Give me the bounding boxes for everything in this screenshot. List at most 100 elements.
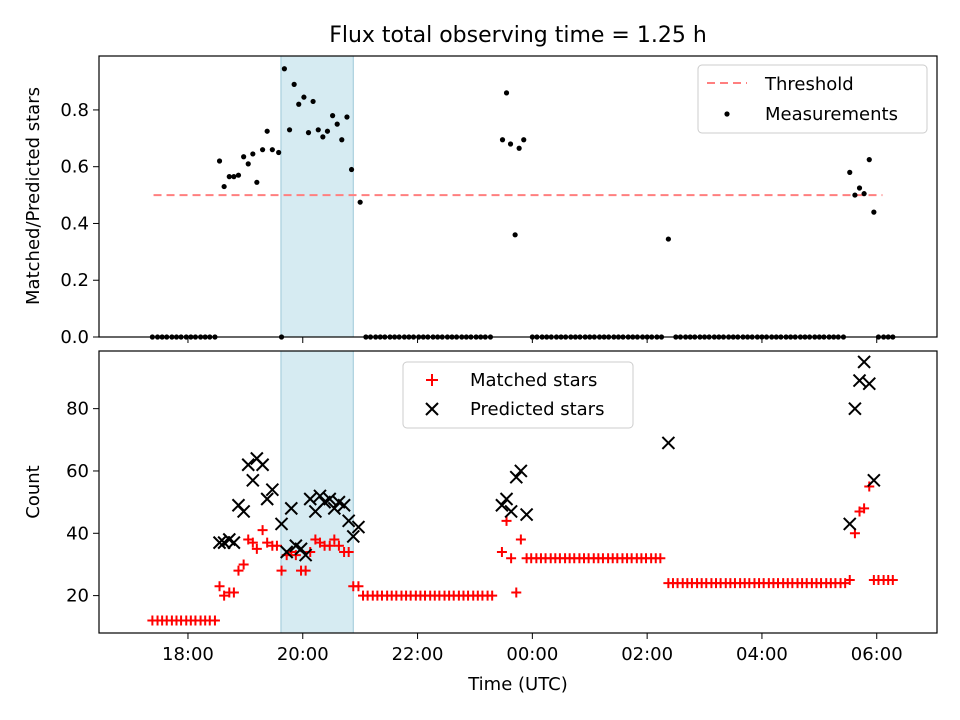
- matched-star-marker: [262, 537, 273, 548]
- matched-star-marker: [511, 587, 522, 598]
- ratio-legend: Threshold Measurements: [697, 64, 928, 134]
- matched-star-marker: [887, 575, 898, 586]
- legend-threshold-label: Threshold: [764, 74, 854, 95]
- matched-star-marker: [324, 540, 335, 551]
- measurement-point: [269, 147, 275, 153]
- predicted-star-marker: [857, 355, 871, 369]
- predicted-star-marker: [279, 545, 294, 559]
- predicted-star-marker: [848, 401, 862, 416]
- measurement-point: [507, 141, 514, 147]
- measurement-point: [216, 158, 223, 164]
- time-x-tick-label: 00:00: [506, 644, 558, 665]
- matched-star-marker: [329, 534, 340, 545]
- measurement-point: [861, 191, 867, 197]
- matched-star-marker: [343, 546, 354, 557]
- measurement-point: [357, 199, 363, 205]
- matched-star-marker: [271, 540, 282, 551]
- matched-star-marker: [276, 565, 287, 576]
- ratio-y-tick-label: 0.6: [60, 157, 89, 178]
- measurement-point: [324, 128, 331, 134]
- measurement-point: [871, 209, 877, 215]
- ratio-y-tick-label: 0.0: [60, 327, 89, 348]
- measurement-point: [339, 137, 345, 143]
- matched-star-marker: [238, 559, 249, 570]
- legend-measurement-swatch: [724, 111, 730, 117]
- predicted-star-marker: [241, 458, 255, 472]
- measurement-point: [348, 166, 355, 173]
- predicted-star-marker: [227, 535, 241, 550]
- matched-star-marker: [247, 537, 258, 548]
- count-y-tick-label: 60: [66, 461, 89, 482]
- legend-predicted-label: Predicted stars: [470, 399, 604, 420]
- measurement-point: [276, 149, 282, 156]
- measurement-point: [291, 81, 297, 87]
- predicted-star-marker: [341, 514, 356, 528]
- predicted-star-marker: [661, 436, 676, 450]
- measurement-point: [847, 169, 853, 175]
- measurement-point: [221, 183, 227, 190]
- matched-star-marker: [844, 575, 855, 586]
- measurement-point: [334, 121, 340, 127]
- predicted-star-marker: [852, 373, 867, 388]
- measurement-point: [852, 192, 858, 198]
- time-x-tick-label: 06:00: [851, 644, 903, 665]
- measurement-point: [856, 185, 863, 191]
- ratio-y-axis: 0.0 0.2 0.4 0.6 0.8: [60, 100, 99, 348]
- matched-star-marker: [655, 553, 666, 564]
- predicted-star-marker: [346, 529, 360, 544]
- matched-star-marker: [501, 515, 512, 526]
- matched-star-marker: [228, 587, 239, 598]
- time-x-tick-label: 04:00: [736, 644, 788, 665]
- predicted-star-marker: [236, 504, 251, 519]
- count-y-label: Count: [23, 465, 44, 518]
- matched-star-marker: [300, 565, 311, 576]
- predicted-star-marker: [337, 498, 351, 512]
- predicted-star-marker: [323, 492, 337, 506]
- matched-star-marker: [233, 565, 244, 576]
- ratio-x-ticks: [187, 337, 878, 343]
- predicted-star-markers: [212, 355, 881, 562]
- count-panel-frame: [98, 350, 938, 634]
- predicted-star-marker: [327, 501, 342, 516]
- predicted-star-marker: [212, 535, 227, 550]
- time-x-axis: 18:00 20:00 22:00 00:00 02:00 04:00 06:00: [162, 633, 903, 665]
- measurement-point: [301, 94, 307, 100]
- predicted-star-marker: [284, 501, 298, 516]
- predicted-star-marker: [274, 517, 289, 531]
- matched-star-marker: [209, 615, 220, 626]
- chart-title: Flux total observing time = 1.25 h: [329, 23, 707, 48]
- measurement-point: [866, 157, 872, 163]
- count-y-tick-label: 80: [66, 399, 89, 420]
- time-x-tick-label: 02:00: [621, 644, 673, 665]
- ratio-legend-box: [697, 64, 928, 134]
- predicted-star-marker: [351, 520, 366, 534]
- matched-star-marker: [353, 581, 364, 592]
- measurement-point: [512, 232, 518, 238]
- time-x-tick-label: 18:00: [162, 644, 214, 665]
- measurement-point: [235, 172, 242, 178]
- predicted-star-marker: [260, 492, 274, 506]
- predicted-star-marker: [298, 548, 313, 562]
- predicted-star-marker: [862, 377, 876, 391]
- matched-star-marker: [333, 540, 344, 551]
- flux-time-span: [280, 55, 354, 338]
- measurement-point: [315, 127, 321, 133]
- measurement-point: [320, 134, 326, 140]
- ratio-panel-frame: [98, 55, 938, 338]
- measurement-point: [264, 128, 270, 134]
- measurement-point: [231, 174, 237, 180]
- matched-star-marker: [859, 503, 870, 514]
- predicted-star-marker: [519, 507, 534, 522]
- measurement-point: [665, 236, 671, 242]
- ratio-panel: 0.00.20.40.60.8 Matched/Predicted stars …: [23, 55, 938, 348]
- matched-star-marker: [305, 546, 316, 557]
- matched-star-marker: [487, 590, 498, 601]
- predicted-star-marker: [499, 492, 514, 506]
- measurement-point: [516, 145, 522, 151]
- predicted-star-marker: [255, 458, 270, 472]
- count-panel: 20 40 60 80 18:00 20:00 22:00 00:00 02:00 04:00 0…: [23, 350, 938, 695]
- count-y-tick-label: 40: [66, 523, 89, 544]
- time-x-tick-label: 22:00: [392, 644, 444, 665]
- ratio-y-tick-label: 0.2: [60, 270, 89, 291]
